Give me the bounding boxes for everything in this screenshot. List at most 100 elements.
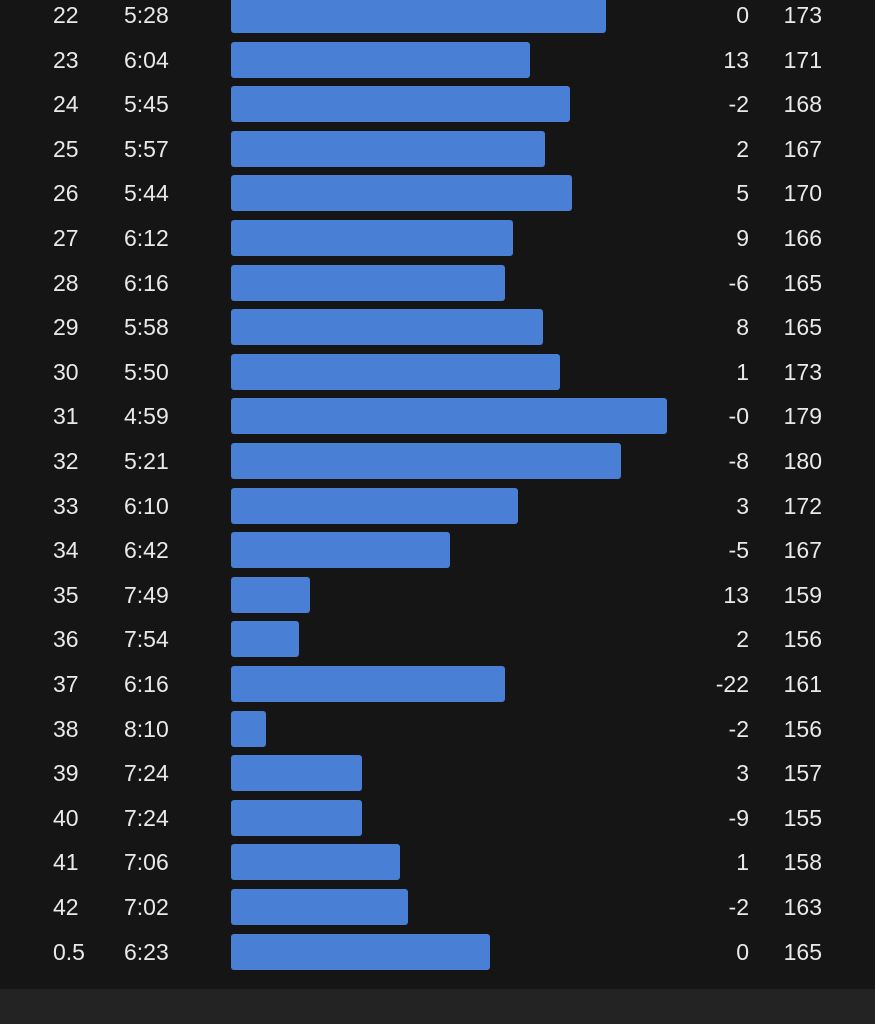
split-elevation: -6 [728, 269, 749, 296]
split-pace: 6:16 [124, 671, 169, 697]
split-elevation: 8 [736, 314, 749, 341]
split-pace: 7:24 [124, 760, 169, 787]
split-elevation: 1 [736, 849, 749, 876]
split-row: 31 4:59 -0 179 [0, 398, 875, 443]
split-pace: 7:02 [124, 894, 169, 920]
pace-bar [231, 130, 545, 167]
split-elevation: -2 [728, 894, 749, 920]
split-row: 37 6:16 -22 161 [0, 666, 875, 711]
split-heart-rate: 179 [783, 403, 822, 430]
split-km: 36 [53, 626, 79, 653]
split-row: 26 5:44 5 170 [0, 175, 875, 220]
split-elevation: 3 [736, 492, 749, 519]
split-km: 31 [53, 403, 79, 430]
split-heart-rate: 170 [783, 180, 822, 207]
split-heart-rate: 161 [783, 671, 822, 697]
split-km: 25 [53, 135, 79, 162]
pace-bar [231, 220, 514, 256]
pace-bar [231, 710, 266, 747]
split-pace: 7:49 [124, 581, 169, 608]
split-km: 42 [53, 894, 79, 920]
split-row: 35 7:49 13 159 [0, 576, 875, 622]
split-row: 36 7:54 2 156 [0, 621, 875, 666]
split-km: 41 [53, 849, 79, 876]
split-heart-rate: 171 [783, 46, 822, 73]
split-km: 23 [53, 46, 79, 73]
split-elevation: 9 [736, 225, 749, 251]
split-heart-rate: 157 [783, 760, 822, 787]
pace-bar [231, 621, 300, 658]
split-elevation: -5 [728, 537, 749, 564]
splits-table: 22 5:28 0 173 23 6:04 13 171 24 5:45 -2 168 25 5:57 2 1… [0, 0, 875, 979]
split-heart-rate: 167 [783, 537, 822, 564]
bottom-bar [0, 989, 875, 1024]
split-heart-rate: 163 [783, 894, 822, 920]
split-km: 30 [53, 358, 79, 385]
split-elevation: -0 [728, 403, 749, 430]
split-km: 38 [53, 715, 79, 742]
split-heart-rate: 165 [783, 269, 822, 296]
split-elevation: 13 [723, 581, 749, 608]
pace-bar [231, 889, 409, 925]
split-km: 22 [53, 2, 79, 28]
pace-bar [231, 86, 571, 123]
pace-bar [231, 443, 621, 479]
split-row: 41 7:06 1 158 [0, 844, 875, 889]
split-row: 33 6:10 3 172 [0, 487, 875, 533]
split-elevation: 1 [736, 358, 749, 385]
split-pace: 6:04 [124, 46, 169, 73]
pace-bar [231, 933, 491, 970]
split-row: 34 6:42 -5 167 [0, 532, 875, 577]
pace-bar [231, 844, 400, 881]
split-pace: 7:54 [124, 626, 169, 653]
split-pace: 6:42 [124, 537, 169, 564]
split-elevation: -9 [728, 804, 749, 831]
split-km: 37 [53, 671, 79, 697]
split-km: 32 [53, 448, 79, 474]
pace-bar [231, 175, 573, 212]
split-pace: 5:57 [124, 135, 169, 162]
split-elevation: 3 [736, 760, 749, 787]
pace-bar [231, 309, 543, 346]
split-row: 0.5 6:23 0 165 [0, 933, 875, 979]
split-pace: 5:58 [124, 314, 169, 341]
split-km: 26 [53, 180, 79, 207]
split-elevation: -2 [728, 715, 749, 742]
split-heart-rate: 166 [783, 225, 822, 251]
split-km: 27 [53, 225, 79, 251]
split-heart-rate: 168 [783, 91, 822, 118]
split-row: 30 5:50 1 173 [0, 353, 875, 399]
split-elevation: 2 [736, 626, 749, 653]
split-pace: 6:12 [124, 225, 169, 251]
pace-bar [231, 398, 667, 435]
split-pace: 7:06 [124, 849, 169, 876]
split-row: 28 6:16 -6 165 [0, 264, 875, 310]
split-heart-rate: 165 [783, 938, 822, 965]
split-km: 34 [53, 537, 79, 564]
split-km: 40 [53, 804, 79, 831]
split-elevation: 13 [723, 46, 749, 73]
split-km: 24 [53, 91, 79, 118]
split-km: 29 [53, 314, 79, 341]
split-heart-rate: 156 [783, 715, 822, 742]
split-row: 22 5:28 0 173 [0, 0, 875, 42]
split-pace: 4:59 [124, 403, 169, 430]
pace-bar [231, 532, 451, 569]
split-heart-rate: 173 [783, 2, 822, 28]
split-elevation: 0 [736, 2, 749, 28]
split-row: 40 7:24 -9 155 [0, 799, 875, 845]
split-heart-rate: 159 [783, 581, 822, 608]
split-pace: 5:28 [124, 2, 169, 28]
split-heart-rate: 172 [783, 492, 822, 519]
split-heart-rate: 158 [783, 849, 822, 876]
split-row: 25 5:57 2 167 [0, 130, 875, 176]
split-row: 29 5:58 8 165 [0, 309, 875, 354]
split-heart-rate: 165 [783, 314, 822, 341]
pace-bar [231, 353, 560, 390]
split-elevation: 2 [736, 135, 749, 162]
split-elevation: -22 [715, 671, 749, 697]
split-elevation: 5 [736, 180, 749, 207]
pace-bar [231, 487, 518, 524]
split-pace: 6:16 [124, 269, 169, 296]
split-elevation: 0 [736, 938, 749, 965]
